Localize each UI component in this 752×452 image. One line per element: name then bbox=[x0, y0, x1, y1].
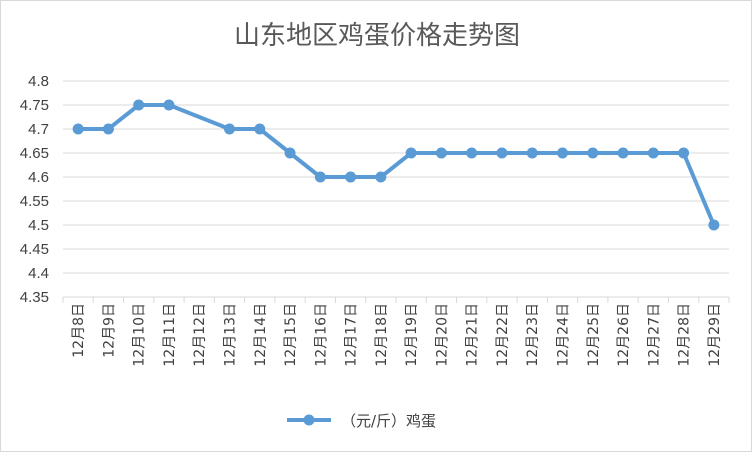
x-tick-label: 12月19日 bbox=[404, 303, 420, 367]
data-point bbox=[102, 123, 114, 135]
gridlines bbox=[63, 80, 729, 274]
x-tick-label: 12月25日 bbox=[586, 303, 602, 367]
y-axis-ticks: 4.35 4.4 4.45 4.5 4.55 4.6 4.65 4.7 4.75 4.8 bbox=[20, 73, 49, 306]
y-tick-label: 4.65 bbox=[20, 145, 49, 162]
x-tick-label: 12月26日 bbox=[616, 303, 632, 367]
y-tick-label: 4.8 bbox=[28, 73, 49, 90]
series-line-segment bbox=[166, 103, 232, 131]
x-tick-label: 12月27日 bbox=[646, 303, 662, 367]
y-tick-label: 4.75 bbox=[20, 97, 49, 114]
data-point bbox=[405, 147, 417, 159]
legend-series-label: （元/斤）鸡蛋 bbox=[341, 412, 436, 430]
data-point bbox=[375, 171, 387, 183]
chart-title: 山东地区鸡蛋价格走势图 bbox=[234, 21, 520, 51]
x-tick-label: 12月14日 bbox=[253, 303, 269, 367]
data-point bbox=[678, 147, 690, 159]
data-point bbox=[72, 123, 84, 135]
data-point bbox=[435, 147, 447, 159]
x-tick-label: 12月28日 bbox=[677, 303, 693, 367]
x-tick-label: 12月8日 bbox=[71, 303, 87, 358]
data-point bbox=[647, 147, 659, 159]
x-tick-label: 12月17日 bbox=[344, 303, 360, 367]
x-tick-label: 12月16日 bbox=[313, 303, 329, 367]
x-tick-label: 12月11日 bbox=[162, 303, 178, 367]
series-line-segment bbox=[288, 151, 323, 179]
data-point bbox=[466, 147, 478, 159]
data-point bbox=[314, 171, 326, 183]
x-tick-label: 12月20日 bbox=[434, 303, 450, 367]
series-line-segment bbox=[106, 103, 141, 131]
data-point bbox=[224, 123, 235, 135]
series-group bbox=[72, 99, 720, 231]
y-tick-label: 4.55 bbox=[20, 193, 49, 210]
x-tick-label: 12月15日 bbox=[283, 303, 299, 367]
data-point bbox=[526, 147, 538, 159]
x-tick-label: 12月9日 bbox=[101, 303, 117, 358]
legend-point-marker bbox=[303, 414, 315, 426]
x-tick-label: 12月12日 bbox=[192, 303, 208, 367]
data-point bbox=[133, 99, 145, 111]
data-point bbox=[557, 147, 568, 159]
legend: （元/斤）鸡蛋 bbox=[287, 412, 436, 430]
data-point bbox=[708, 219, 720, 231]
x-tick-label: 12月22日 bbox=[495, 303, 511, 367]
x-tick-label: 12月13日 bbox=[223, 303, 239, 367]
y-tick-label: 4.35 bbox=[20, 289, 49, 306]
y-tick-label: 4.6 bbox=[28, 169, 49, 186]
x-tick-label: 12月29日 bbox=[707, 303, 723, 367]
y-tick-label: 4.5 bbox=[28, 217, 49, 234]
data-point bbox=[587, 147, 599, 159]
x-tick-label: 12月21日 bbox=[465, 303, 481, 367]
x-axis bbox=[62, 296, 730, 303]
x-axis-ticks: 12月8日 12月9日 12月10日 12月11日 12月12日 12月13日 12月14日… bbox=[71, 303, 723, 367]
data-point bbox=[496, 147, 508, 159]
data-point bbox=[345, 171, 357, 183]
x-tick-label: 12月18日 bbox=[374, 303, 390, 367]
x-tick-label: 12月10日 bbox=[132, 303, 148, 367]
data-point bbox=[163, 99, 175, 111]
y-tick-label: 4.45 bbox=[20, 241, 49, 258]
y-tick-label: 4.7 bbox=[28, 121, 49, 138]
series-line-segment bbox=[681, 151, 716, 227]
data-point bbox=[254, 123, 266, 135]
data-point bbox=[284, 147, 296, 159]
x-tick-label: 12月23日 bbox=[525, 303, 541, 367]
y-tick-label: 4.4 bbox=[28, 265, 49, 282]
data-point bbox=[617, 147, 629, 159]
series-line-segment bbox=[257, 127, 293, 155]
series-line-segment bbox=[378, 151, 414, 179]
x-tick-label: 12月24日 bbox=[556, 303, 572, 367]
